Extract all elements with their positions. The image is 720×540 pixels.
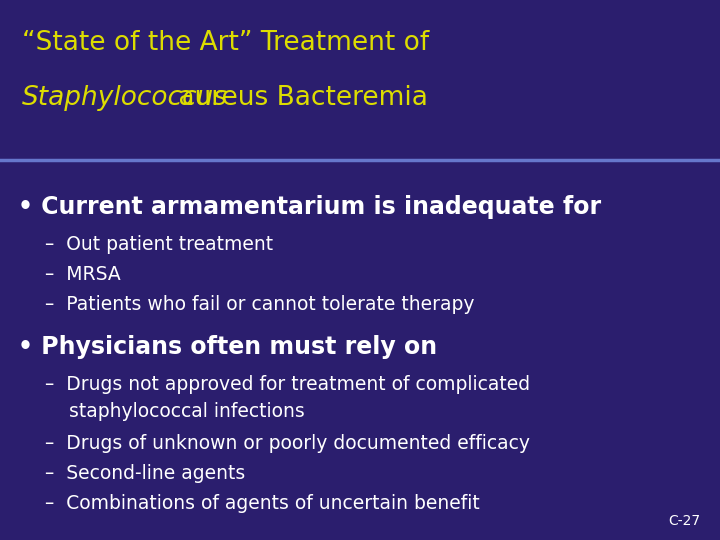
Text: –  Drugs not approved for treatment of complicated: – Drugs not approved for treatment of co… (45, 375, 530, 394)
Text: –  Out patient treatment: – Out patient treatment (45, 235, 273, 254)
Text: • Current armamentarium is inadequate for: • Current armamentarium is inadequate fo… (18, 195, 601, 219)
Text: • Physicians often must rely on: • Physicians often must rely on (18, 335, 437, 359)
Text: –  Drugs of unknown or poorly documented efficacy: – Drugs of unknown or poorly documented … (45, 434, 530, 453)
Text: Staphylococcus: Staphylococcus (22, 85, 228, 111)
Text: C-27: C-27 (668, 514, 700, 528)
Text: staphylococcal infections: staphylococcal infections (45, 402, 305, 421)
Text: –  Patients who fail or cannot tolerate therapy: – Patients who fail or cannot tolerate t… (45, 295, 474, 314)
Text: –  Combinations of agents of uncertain benefit: – Combinations of agents of uncertain be… (45, 494, 480, 513)
Text: “State of the Art” Treatment of: “State of the Art” Treatment of (22, 30, 429, 56)
Text: –  Second-line agents: – Second-line agents (45, 464, 246, 483)
Text: aureus Bacteremia: aureus Bacteremia (170, 85, 428, 111)
Text: –  MRSA: – MRSA (45, 265, 121, 284)
